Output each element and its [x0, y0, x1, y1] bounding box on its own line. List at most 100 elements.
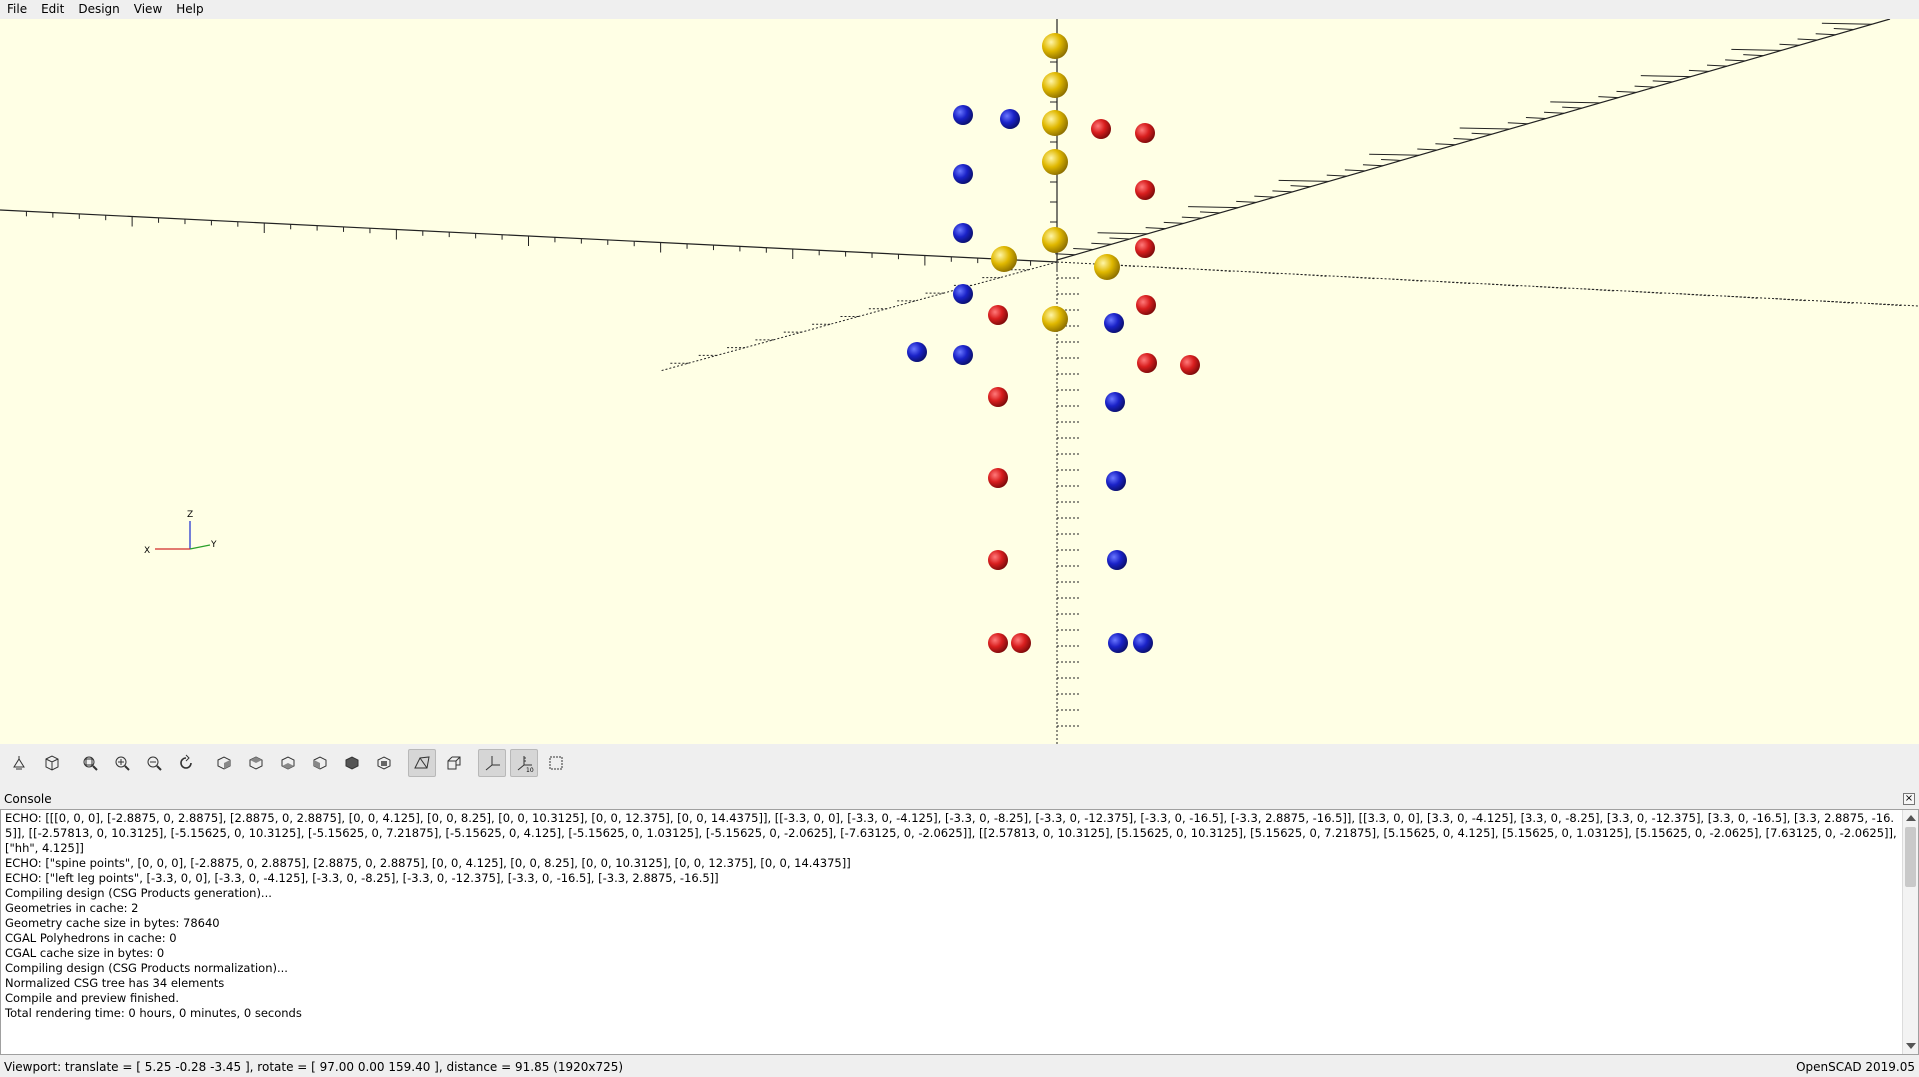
axis-tick	[1634, 85, 1655, 88]
axis-tick	[1459, 127, 1510, 130]
axis-tick	[1833, 27, 1854, 30]
view-all-button[interactable]	[76, 749, 104, 777]
perspective-icon	[412, 753, 432, 773]
axis-tick	[1109, 237, 1130, 240]
axis-tick	[1616, 90, 1637, 93]
scroll-up-icon[interactable]	[1906, 815, 1916, 821]
scroll-thumb[interactable]	[1905, 827, 1916, 887]
axis-tick	[1152, 266, 1183, 270]
svg-text:10: 10	[526, 767, 534, 773]
gizmo-y-label: Y	[210, 540, 217, 550]
scale-markers-icon: 10	[514, 753, 534, 773]
axis-tick	[1248, 271, 1279, 275]
axis-tick	[1440, 281, 1471, 285]
axis-tick	[1725, 59, 1746, 62]
axis-tick	[1562, 106, 1583, 109]
axis-tick	[1453, 138, 1474, 140]
menu-design[interactable]: Design	[78, 2, 120, 16]
left-sphere	[953, 164, 973, 184]
render-button[interactable]	[6, 749, 34, 777]
console-line: Normalized CSG tree has 34 elements	[5, 976, 225, 990]
edges-icon	[546, 753, 566, 773]
axis-tick	[1871, 303, 1902, 307]
view-bottom-button[interactable]	[274, 749, 302, 777]
view-back-button[interactable]	[370, 749, 398, 777]
spine-sphere	[1042, 33, 1068, 59]
console-output: ECHO: [[[0, 0, 0], [-2.8875, 0, 2.8875],…	[5, 811, 1900, 1021]
view-left-icon	[310, 753, 330, 773]
axis-tick	[1055, 253, 1076, 256]
show-scale-button[interactable]: 10	[510, 749, 538, 777]
view-right-button[interactable]	[210, 749, 238, 777]
orthogonal-button[interactable]	[440, 749, 468, 777]
zoom-all-icon	[80, 753, 100, 773]
right-sphere	[1180, 355, 1200, 375]
gizmo-z-label: Z	[187, 510, 193, 520]
right-sphere	[1135, 123, 1155, 143]
reset-view-icon	[176, 753, 196, 773]
left-sphere	[1108, 633, 1128, 653]
axis-tick	[1296, 273, 1327, 277]
spine-sphere	[991, 246, 1017, 272]
axis-tick	[1199, 211, 1221, 214]
zoom-in-button[interactable]	[108, 749, 136, 777]
axis-tick	[1507, 122, 1528, 125]
menu-bar: File Edit Design View Help	[0, 0, 1919, 19]
axis-tick	[1525, 117, 1546, 120]
axis-tick	[1369, 153, 1420, 156]
menu-file[interactable]: File	[7, 2, 28, 16]
scroll-down-icon[interactable]	[1906, 1043, 1916, 1049]
view-left-button[interactable]	[306, 749, 334, 777]
perspective-button[interactable]	[408, 749, 436, 777]
left-sphere	[1107, 550, 1127, 570]
status-bar: Viewport: translate = [ 5.25 -0.28 -3.45…	[0, 1057, 1919, 1077]
axes-gizmo: Z X Y	[140, 509, 220, 569]
left-sphere	[1104, 313, 1124, 333]
axis-tick	[1631, 290, 1662, 294]
spine-sphere	[1042, 227, 1068, 253]
view-top-button[interactable]	[242, 749, 270, 777]
preview-cube-icon	[42, 753, 62, 773]
right-sphere	[988, 387, 1008, 407]
zoom-out-button[interactable]	[140, 749, 168, 777]
axis-ticks	[25, 22, 1902, 727]
show-edges-button[interactable]	[542, 749, 570, 777]
spine-sphere	[1042, 149, 1068, 175]
zoom-out-icon	[144, 753, 164, 773]
menu-edit[interactable]: Edit	[41, 2, 65, 16]
preview-button[interactable]	[38, 749, 66, 777]
axis-tick	[1200, 268, 1231, 272]
axis-tick	[1652, 80, 1673, 83]
show-axes-button[interactable]	[478, 749, 506, 777]
axis-tick	[1417, 148, 1438, 151]
view-toolbar: 10	[0, 744, 1919, 782]
right-sphere	[988, 468, 1008, 488]
menu-help[interactable]: Help	[176, 2, 204, 16]
3d-viewport[interactable]: Z X Y	[0, 19, 1919, 744]
view-right-icon	[214, 753, 234, 773]
left-sphere	[1105, 392, 1125, 412]
close-icon[interactable]: ×	[1903, 793, 1915, 805]
axis-tick	[1688, 69, 1709, 72]
console-line: CGAL Polyhedrons in cache: 0	[5, 931, 177, 945]
console-line: Geometry cache size in bytes: 78640	[5, 916, 220, 930]
console-panel[interactable]: ECHO: [[[0, 0, 0], [-2.8875, 0, 2.8875],…	[0, 809, 1919, 1055]
left-sphere	[1000, 109, 1020, 129]
axis-tick	[1544, 111, 1565, 114]
console-scrollbar[interactable]	[1902, 810, 1918, 1054]
axis-tick	[1535, 285, 1566, 289]
left-sphere	[1106, 471, 1126, 491]
view-front-button[interactable]	[338, 749, 366, 777]
axis-tick	[1181, 216, 1202, 219]
axis-tick	[1381, 158, 1402, 161]
axis-tick	[1188, 206, 1239, 209]
reset-view-button[interactable]	[172, 749, 200, 777]
left-sphere	[953, 284, 973, 304]
viewport-canvas[interactable]	[0, 19, 1919, 744]
axes-lines	[0, 19, 1891, 263]
menu-view[interactable]: View	[133, 2, 163, 16]
view-top-icon	[246, 753, 266, 773]
axis-tick	[1679, 293, 1710, 297]
console-line: ECHO: ["left leg points", [-3.3, 0, 0], …	[5, 871, 719, 885]
axis-tick	[1236, 200, 1257, 203]
